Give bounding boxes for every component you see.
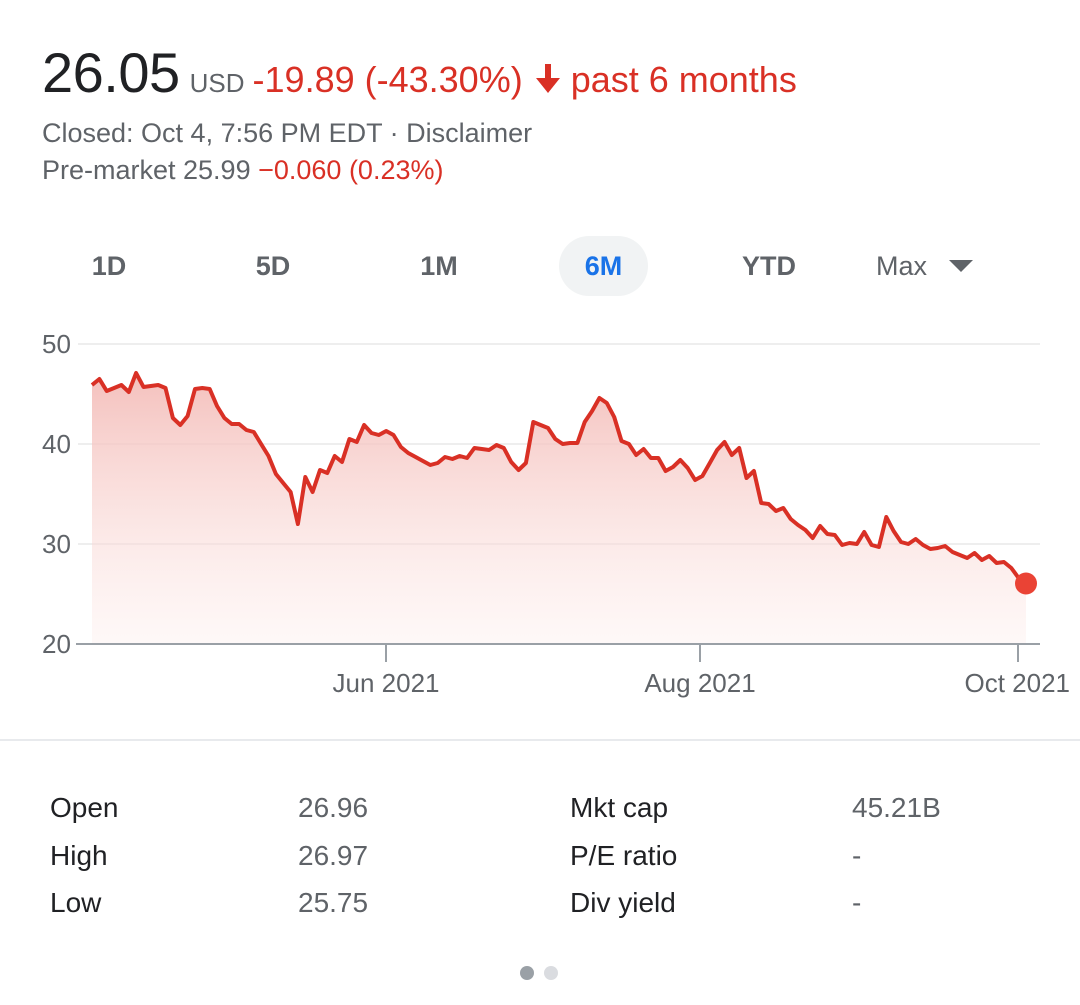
stat-high-value: 26.97 bbox=[298, 840, 369, 871]
change-period: past 6 months bbox=[570, 59, 797, 100]
premarket-info: Pre-market 25.99 −0.060 (0.23%) bbox=[42, 155, 443, 186]
y-tick-label: 40 bbox=[42, 429, 71, 459]
tab-6m[interactable]: 6M bbox=[559, 236, 648, 296]
range-tabs: 1D 5D 1M 6M YTD Max bbox=[0, 236, 1080, 296]
price-line bbox=[90, 371, 1028, 586]
currency-label: USD bbox=[189, 68, 245, 98]
stat-mktcap-label: Mkt cap bbox=[570, 792, 669, 823]
tab-1m[interactable]: 1M bbox=[420, 251, 458, 281]
stat-high-label: High bbox=[50, 840, 108, 871]
y-tick-label: 50 bbox=[42, 329, 71, 359]
stat-open-label: Open bbox=[50, 792, 119, 823]
y-axis-labels: 50 40 30 20 bbox=[42, 329, 71, 659]
stat-open-value: 26.96 bbox=[298, 792, 369, 823]
premarket-change: −0.060 (0.23%) bbox=[258, 155, 444, 185]
stat-pe-value: - bbox=[852, 840, 862, 871]
tab-ytd[interactable]: YTD bbox=[742, 251, 796, 281]
pager-dots bbox=[520, 966, 558, 980]
stat-div-label: Div yield bbox=[570, 887, 676, 918]
premarket-price: Pre-market 25.99 bbox=[42, 155, 251, 185]
stat-pe-label: P/E ratio bbox=[570, 840, 678, 871]
x-tick-label: Aug 2021 bbox=[644, 668, 755, 698]
x-axis-ticks: Jun 2021 Aug 2021 Oct 2021 bbox=[333, 644, 1070, 698]
current-price: 26.05 bbox=[42, 41, 180, 104]
dropdown-arrow-icon bbox=[949, 260, 974, 272]
pager-dot-2[interactable] bbox=[544, 966, 558, 980]
tab-1d[interactable]: 1D bbox=[91, 251, 127, 281]
last-price-marker bbox=[1015, 572, 1037, 595]
x-tick-label: Oct 2021 bbox=[964, 668, 1070, 698]
tab-max-label: Max bbox=[876, 251, 928, 281]
tab-5d[interactable]: 5D bbox=[255, 251, 291, 281]
price-header: 26.05 USD -19.89 (-43.30%) past 6 months bbox=[42, 40, 797, 105]
x-tick-label: Jun 2021 bbox=[333, 668, 440, 698]
section-divider bbox=[0, 739, 1080, 741]
arrow-down-icon bbox=[535, 64, 561, 99]
price-change: -19.89 (-43.30%) bbox=[252, 59, 523, 100]
closed-timestamp: Closed: Oct 4, 7:56 PM EDT · Disclaimer bbox=[42, 118, 533, 148]
pager-dot-1[interactable] bbox=[520, 966, 534, 980]
stat-low-label: Low bbox=[50, 887, 102, 918]
stat-div-value: - bbox=[852, 887, 862, 918]
y-tick-label: 20 bbox=[42, 629, 71, 659]
price-area-fill bbox=[92, 373, 1026, 644]
tab-max[interactable]: Max bbox=[876, 236, 996, 296]
stat-low-value: 25.75 bbox=[298, 887, 369, 918]
y-tick-label: 30 bbox=[42, 529, 71, 559]
price-chart[interactable]: 50 40 30 20 Jun 2021 Aug 2021 Oct 2021 bbox=[0, 320, 1080, 720]
stat-mktcap-value: 45.21B bbox=[852, 792, 941, 823]
